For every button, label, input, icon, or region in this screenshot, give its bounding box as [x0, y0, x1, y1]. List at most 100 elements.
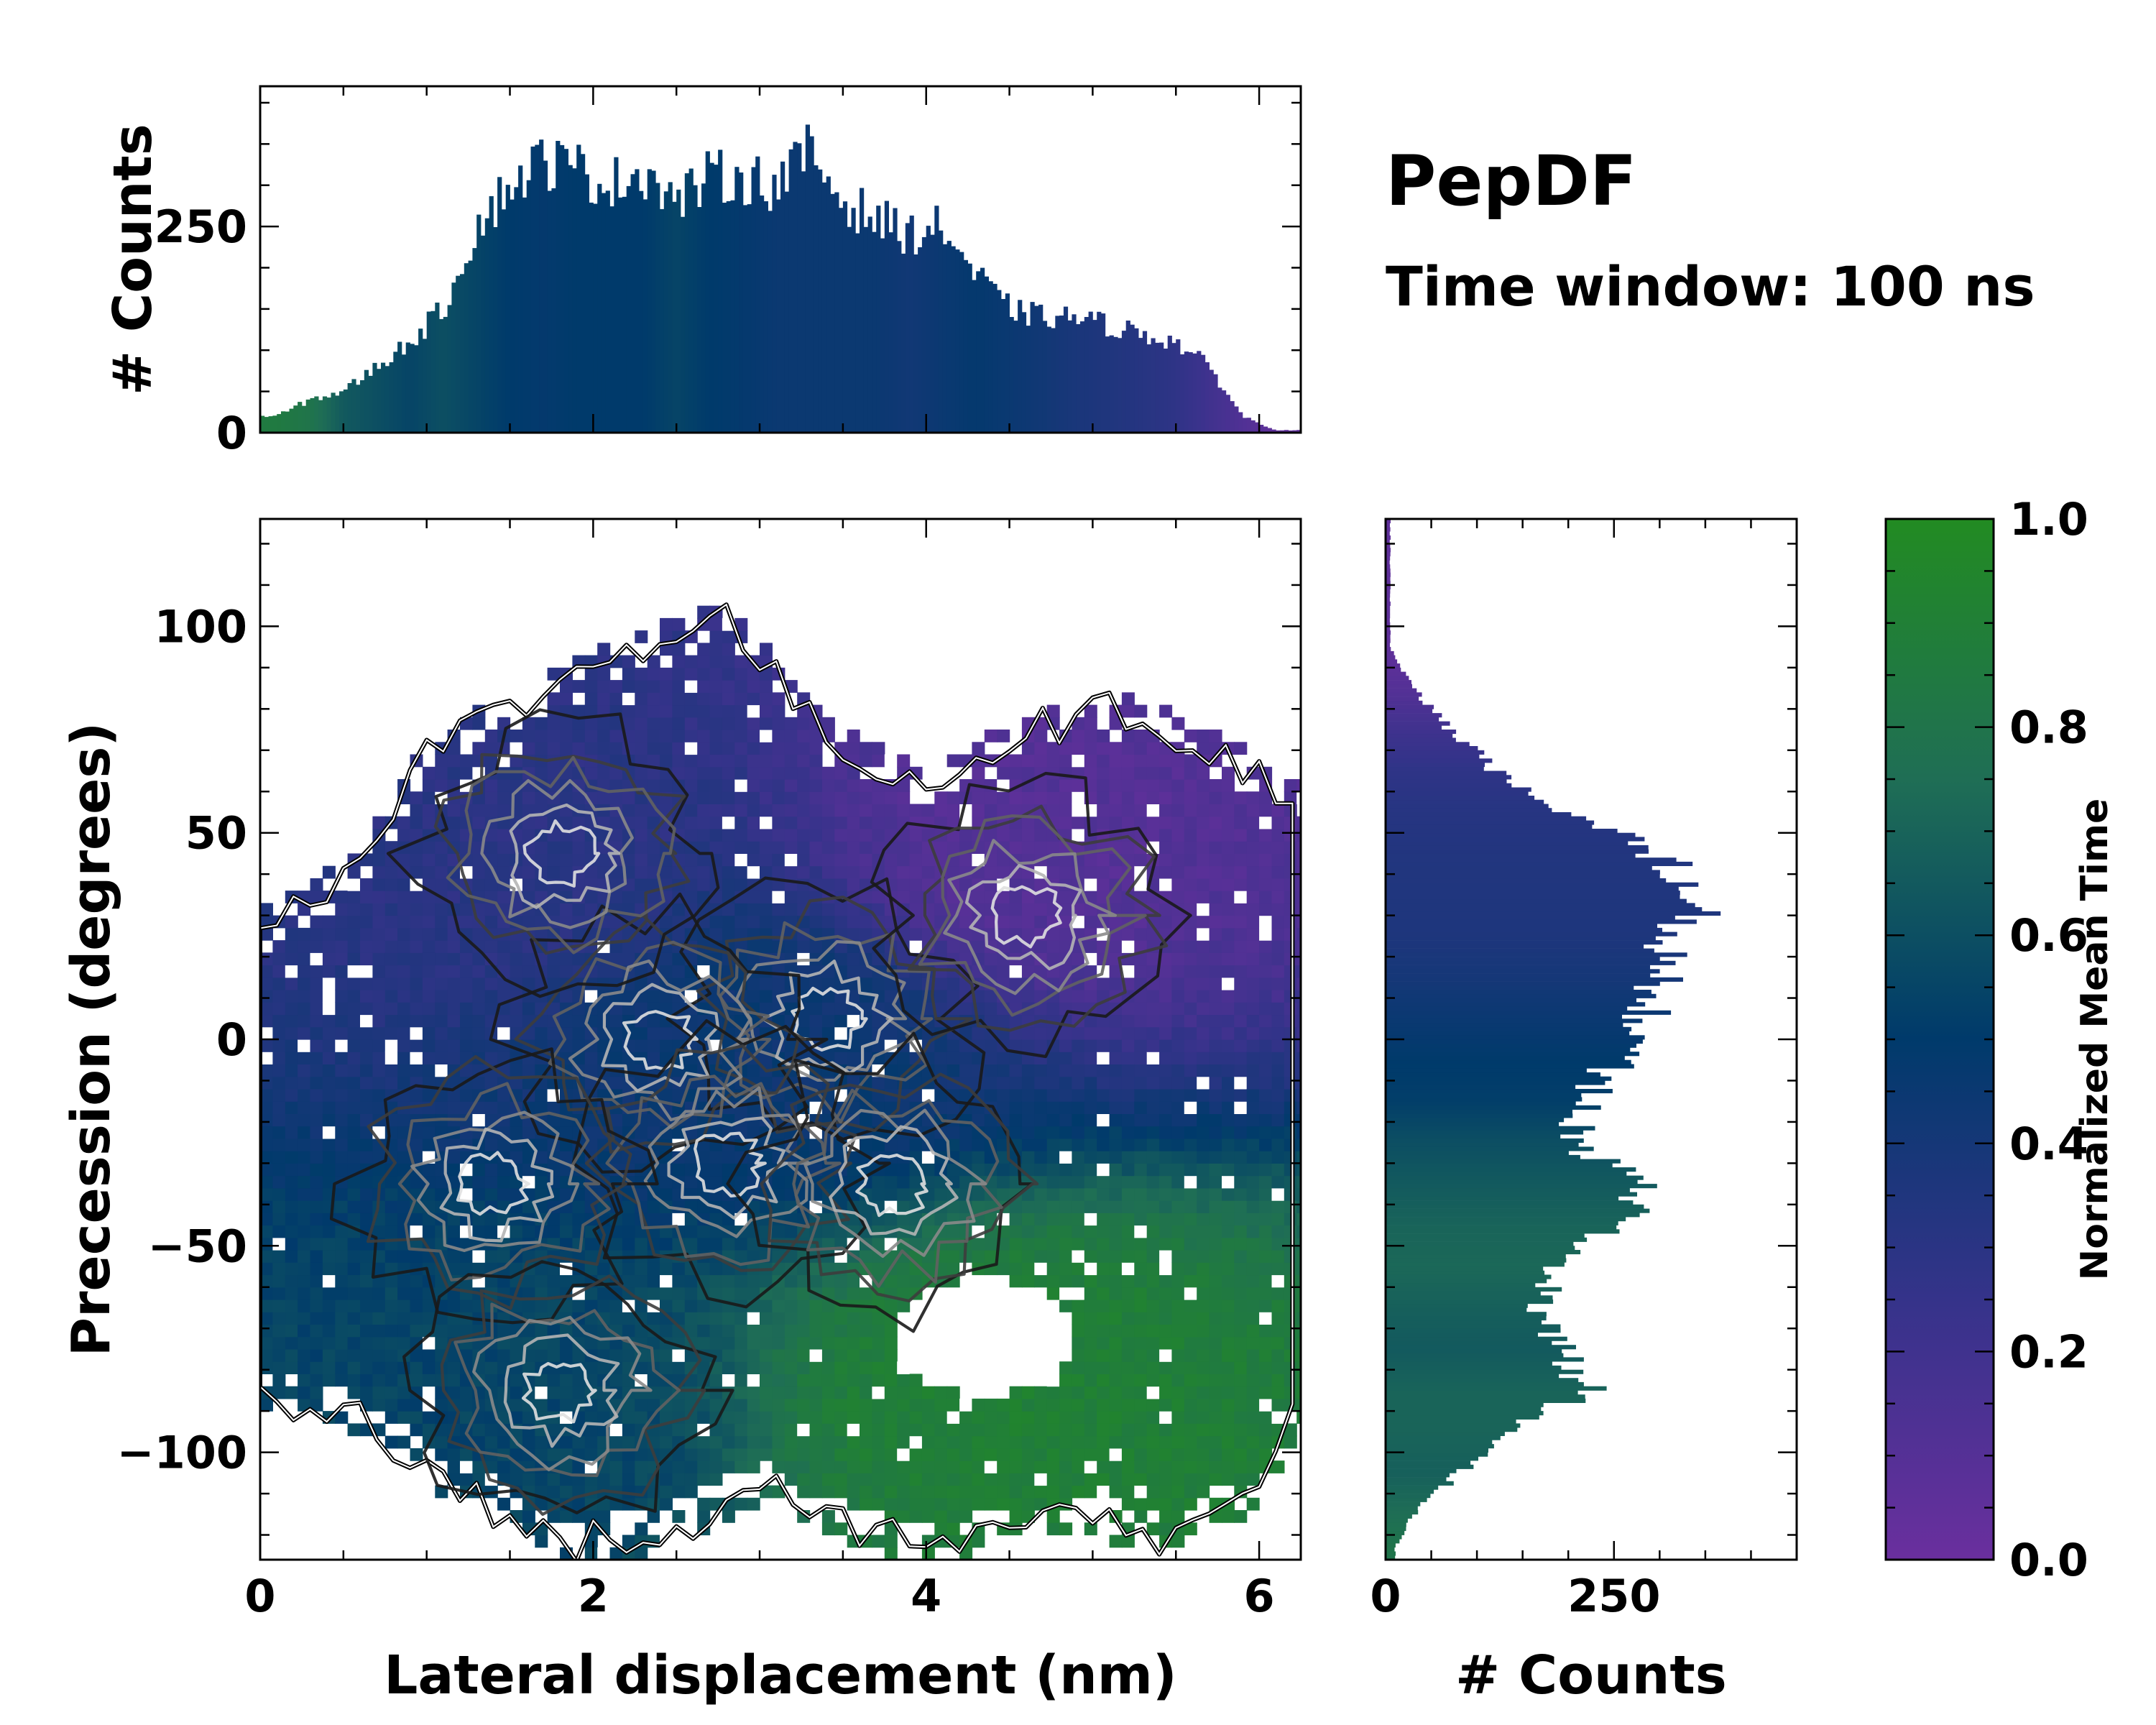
heatmap-cell — [1146, 754, 1160, 768]
heatmap-cell — [847, 853, 860, 867]
heatmap-cell — [660, 1349, 673, 1362]
heatmap-cell — [772, 1398, 786, 1412]
heatmap-cell — [285, 1076, 298, 1090]
heatmap-cell — [772, 1324, 786, 1338]
heatmap-cell — [622, 804, 635, 817]
heatmap-cell — [697, 865, 711, 879]
heatmap-cell — [360, 1076, 373, 1090]
heatmap-cell — [384, 878, 398, 891]
heatmap-cell — [684, 829, 698, 842]
heatmap-cell — [410, 865, 423, 879]
top-histogram-bar — [1051, 328, 1056, 433]
heatmap-cell — [1197, 1274, 1210, 1288]
heatmap-cell — [747, 730, 760, 742]
heatmap-cell — [1222, 915, 1235, 929]
top-histogram-bar — [310, 397, 315, 433]
heatmap-cell — [422, 853, 436, 867]
top-histogram-bar — [884, 201, 889, 433]
heatmap-cell — [647, 1052, 660, 1064]
heatmap-cell — [834, 1374, 848, 1387]
heatmap-cell — [1084, 1052, 1097, 1064]
heatmap-cell — [397, 903, 411, 916]
top-histogram-bar — [722, 203, 727, 433]
heatmap-cell — [1159, 1052, 1173, 1064]
heatmap-cell — [1159, 1349, 1173, 1362]
heatmap-cell — [1209, 940, 1222, 953]
heatmap-cell — [1222, 1200, 1235, 1213]
heatmap-cell — [647, 730, 660, 742]
heatmap-cell — [298, 1398, 311, 1412]
heatmap-cell — [298, 965, 311, 978]
heatmap-cell — [884, 1386, 898, 1399]
top-histogram-bar — [639, 190, 644, 433]
heatmap-cell — [797, 754, 811, 768]
heatmap-cell — [1009, 1200, 1023, 1213]
heatmap-cell — [360, 1336, 373, 1350]
heatmap-cell — [747, 1274, 760, 1288]
heatmap-cell — [1184, 1113, 1197, 1127]
top-histogram-bar — [1034, 305, 1039, 433]
heatmap-cell — [834, 903, 848, 916]
heatmap-cell — [1209, 878, 1222, 891]
heatmap-cell — [747, 977, 760, 990]
heatmap-cell — [535, 1076, 548, 1090]
heatmap-cell — [1097, 804, 1110, 817]
top-histogram-bar — [501, 209, 507, 433]
heatmap-cell — [722, 1052, 735, 1064]
heatmap-cell — [1097, 1026, 1110, 1040]
heatmap-cell — [1134, 1423, 1148, 1437]
heatmap-cell — [335, 1287, 349, 1300]
heatmap-cell — [260, 1014, 273, 1028]
heatmap-cell — [584, 667, 598, 681]
heatmap-cell — [584, 1547, 598, 1560]
heatmap-cell — [310, 1262, 323, 1276]
heatmap-cell — [447, 1014, 461, 1028]
heatmap-cell — [760, 692, 773, 706]
heatmap-cell — [622, 680, 635, 693]
heatmap-cell — [1197, 865, 1210, 879]
heatmap-cell — [834, 1324, 848, 1338]
heatmap-cell — [1209, 1250, 1222, 1263]
heatmap-cell — [1159, 1312, 1173, 1325]
heatmap-cell — [1046, 1262, 1060, 1276]
heatmap-cell — [310, 940, 323, 953]
top-histogram-bar — [547, 190, 552, 433]
heatmap-cell — [872, 841, 885, 854]
heatmap-cell — [821, 1336, 835, 1350]
heatmap-cell — [834, 1485, 848, 1499]
heatmap-cell — [1097, 1361, 1110, 1374]
heatmap-cell — [797, 853, 811, 867]
heatmap-cell — [760, 977, 773, 990]
heatmap-cell — [897, 1052, 911, 1064]
heatmap-cell — [1134, 816, 1148, 829]
heatmap-cell — [897, 1423, 911, 1437]
heatmap-cell — [1184, 891, 1197, 903]
heatmap-cell — [622, 853, 635, 867]
heatmap-cell — [272, 1225, 286, 1238]
heatmap-cell — [372, 952, 386, 966]
heatmap-cell — [1197, 1138, 1210, 1151]
heatmap-cell — [272, 1336, 286, 1350]
heatmap-cell — [472, 927, 486, 941]
top-histogram-bar — [742, 205, 748, 433]
heatmap-cell — [1159, 1101, 1173, 1114]
heatmap-cell — [1084, 1411, 1097, 1424]
heatmap-cell — [1209, 1398, 1222, 1412]
heatmap-cell — [285, 1274, 298, 1288]
heatmap-cell — [1134, 1175, 1148, 1189]
heatmap-cell — [635, 630, 648, 643]
heatmap-cell — [860, 791, 872, 804]
heatmap-cell — [1197, 1423, 1210, 1437]
heatmap-cell — [635, 816, 648, 829]
heatmap-cell — [872, 754, 885, 768]
heatmap-cell — [260, 1262, 273, 1276]
heatmap-cell — [1009, 1497, 1023, 1511]
heatmap-cell — [1121, 1411, 1135, 1424]
heatmap-cell — [635, 1361, 648, 1374]
heatmap-cell — [897, 1300, 911, 1312]
heatmap-cell — [1121, 791, 1135, 804]
heatmap-cell — [709, 1473, 723, 1486]
heatmap-cell — [1171, 1014, 1185, 1028]
heatmap-cell — [1072, 1349, 1085, 1362]
heatmap-cell — [260, 1398, 273, 1412]
